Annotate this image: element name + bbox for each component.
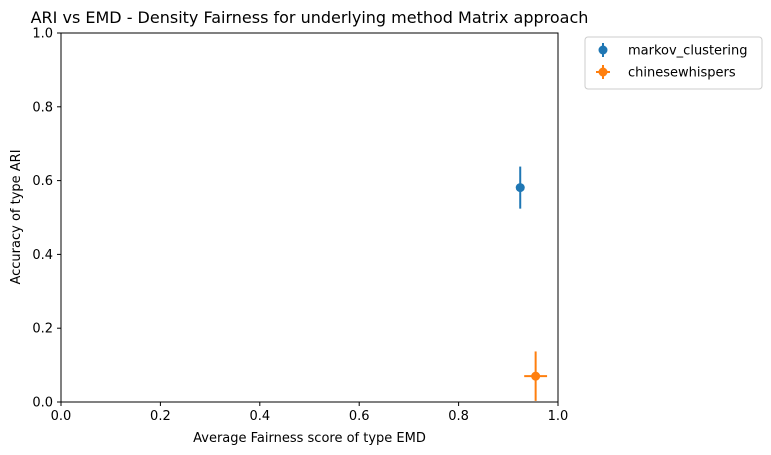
x-axis-label: Average Fairness score of type EMD: [193, 431, 426, 446]
x-tick-label: 0.2: [150, 409, 171, 424]
legend-frame: [584, 36, 763, 90]
legend-item-chinesewhispers: chinesewhispers: [596, 65, 736, 81]
series-chinesewhispers: [524, 351, 548, 401]
plot-area: 0.0 0.2 0.4 0.6 0.8 1.0 0.0 0.2 0.4 0.6 0.8 1.0: [32, 27, 568, 425]
data-point: [531, 371, 541, 381]
x-tick-label: 1.0: [548, 409, 569, 424]
y-tick-label: 0.8: [32, 100, 53, 115]
legend-marker: [598, 67, 608, 77]
legend-label: chinesewhispers: [628, 66, 736, 81]
legend-marker: [598, 45, 608, 55]
data-layer: [515, 166, 548, 401]
x-tick-label: 0.4: [249, 409, 270, 424]
y-tick-label: 0.2: [32, 322, 53, 337]
chart-title: ARI vs EMD - Density Fairness for underl…: [31, 8, 589, 27]
y-axis-label: Accuracy of type ARI: [9, 149, 24, 284]
data-point: [515, 183, 525, 193]
y-tick-label: 0.0: [32, 396, 53, 411]
y-tick-label: 0.6: [32, 174, 53, 189]
x-tick-label: 0.0: [51, 409, 72, 424]
legend: markov_clustering chinesewhispers: [584, 36, 763, 90]
legend-label: markov_clustering: [628, 44, 748, 59]
y-tick-label: 0.4: [32, 248, 53, 263]
y-tick-label: 1.0: [32, 27, 53, 42]
x-tick-label: 0.8: [448, 409, 469, 424]
axes-frame: [60, 32, 559, 403]
legend-item-markov_clustering: markov_clustering: [598, 43, 748, 59]
x-tick-label: 0.6: [349, 409, 370, 424]
series-markov_clustering: [515, 166, 525, 209]
